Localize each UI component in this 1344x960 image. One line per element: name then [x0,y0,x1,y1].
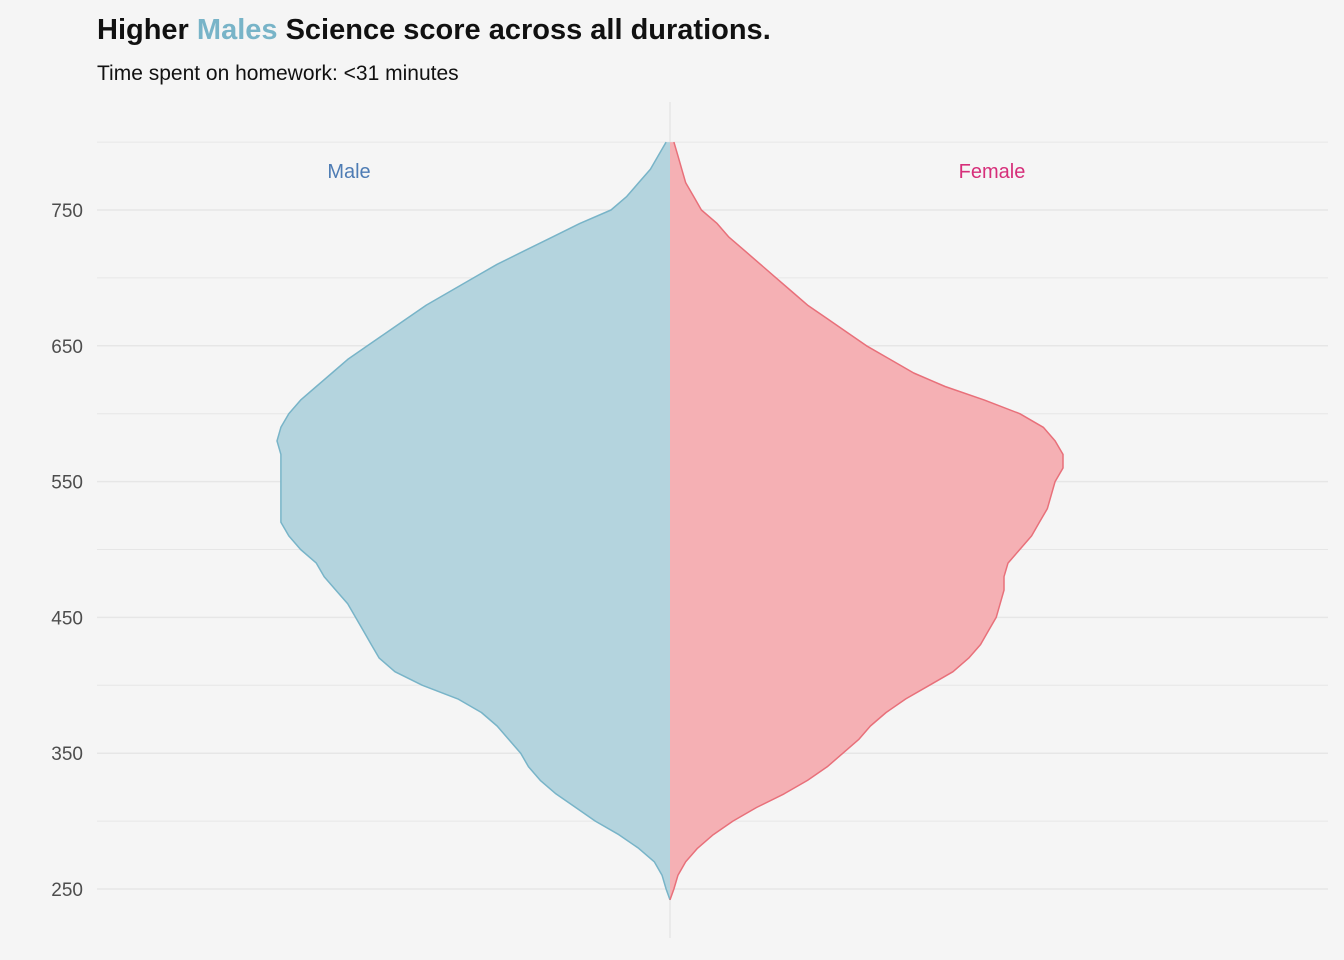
y-tick-label: 250 [51,880,83,901]
y-tick-label: 350 [51,744,83,765]
y-tick-label: 550 [51,473,83,494]
chart-subtitle: Time spent on homework: <31 minutes [97,62,459,85]
chart-title: Higher Males Science score across all du… [97,14,771,47]
violin-female-outline [669,141,1064,901]
y-tick-label: 450 [51,608,83,629]
violin-female-area [670,142,1063,900]
violin-male-area [277,142,670,900]
series-label-male: Male [327,161,370,183]
title-suffix: Science score across all durations. [285,14,771,46]
area-layer [276,141,1064,901]
y-tick-label: 750 [51,201,83,222]
violin-male-outline [276,141,671,901]
y-tick-label: 650 [51,337,83,358]
title-prefix: Higher [97,14,189,46]
label-layer: 250 350 450 550 650 750 Male Female [51,161,1025,901]
title-highlight: Males [196,14,278,46]
series-label-female: Female [959,161,1026,183]
